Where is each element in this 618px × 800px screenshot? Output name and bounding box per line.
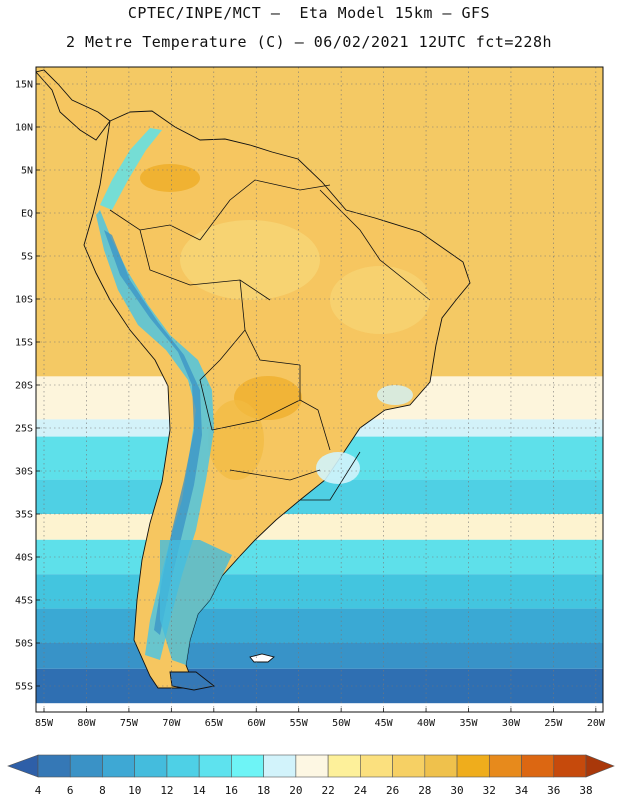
colorbar-label: 4 (35, 784, 42, 797)
lon-label: 30W (502, 718, 521, 729)
lon-label: 45W (375, 718, 394, 729)
lon-label: 50W (332, 718, 351, 729)
minas-cool (377, 385, 413, 405)
lon-label: 60W (247, 718, 266, 729)
colorbar-cell-4 (166, 754, 200, 778)
colorbar-cell-10 (360, 754, 393, 778)
lon-label: 20W (587, 718, 606, 729)
colorbar-cell-15 (521, 754, 555, 778)
map-frame (35, 66, 604, 713)
ocean-band-7 (36, 574, 603, 609)
lat-label: 10S (15, 295, 33, 306)
colorbar-label: 8 (99, 784, 106, 797)
colorbar-label: 14 (193, 784, 207, 797)
colorbar-label: 36 (547, 784, 560, 797)
colorbar-right-arrow (585, 754, 615, 778)
lat-label: 5S (21, 252, 33, 263)
lat-label: 45S (15, 596, 33, 607)
lat-label: 15S (15, 338, 33, 349)
ocean-band-4 (36, 479, 603, 514)
lat-label: 55S (15, 682, 33, 693)
lat-label: 50S (15, 639, 33, 650)
colorbar-label: 26 (386, 784, 399, 797)
warm-patch-venezuela (140, 164, 200, 192)
map-title-line1: CPTEC/INPE/MCT – Eta Model 15km – GFS (127, 4, 491, 22)
lon-label: 40W (417, 718, 436, 729)
colorbar-label: 16 (225, 784, 238, 797)
colorbar-cell-8 (295, 754, 329, 778)
ocean-band-8 (36, 608, 603, 643)
colorbar-label: 30 (450, 784, 463, 797)
colorbar-cell-2 (102, 754, 136, 778)
colorbar-cell-6 (231, 754, 264, 778)
colorbar-label: 32 (483, 784, 496, 797)
lon-label: 35W (459, 718, 478, 729)
colorbar-label: 22 (321, 784, 334, 797)
colorbar-label: 12 (160, 784, 173, 797)
lat-label: 20S (15, 381, 33, 392)
lat-label: 25S (15, 424, 33, 435)
colorbar-label: 6 (67, 784, 74, 797)
warm-patch-northeast (330, 266, 430, 334)
northern-andes-cold (100, 128, 162, 210)
colorbar-label: 24 (354, 784, 368, 797)
colorbar-label: 20 (289, 784, 302, 797)
colorbar-label: 10 (128, 784, 141, 797)
colorbar-label: 18 (257, 784, 270, 797)
lat-lon-grid (36, 67, 603, 712)
central-america-land (36, 69, 111, 141)
lat-label: 30S (15, 467, 33, 478)
lon-label: 85W (35, 718, 54, 729)
latitude-labels: 15N 10N 5N EQ 5S 10S 15S 20S 25S 30S 35S 40S 45S 50S 5… (15, 80, 40, 693)
colorbar-cell-9 (327, 754, 361, 778)
colorbar-label: 34 (515, 784, 529, 797)
lat-label: 5N (21, 166, 33, 177)
lon-label: 75W (120, 718, 139, 729)
warm-patch-amazon (180, 220, 320, 300)
lat-label: 40S (15, 553, 33, 564)
colorbar-cell-14 (488, 754, 522, 778)
ocean-band-5 (36, 514, 603, 540)
colorbar-cell-5 (198, 754, 232, 778)
lon-label: 70W (162, 718, 181, 729)
lon-label: 65W (205, 718, 224, 729)
temperature-colorbar: 4 6 8 10 12 14 16 18 20 22 24 26 28 30 32 34 36 38 (7, 754, 615, 797)
lat-label: EQ (21, 209, 33, 220)
longitude-labels: 85W 80W 75W 70W 65W 60W 55W 50W 45W 40W 35W 30W 25W 2… (35, 708, 606, 729)
lon-label: 55W (290, 718, 309, 729)
lat-label: 35S (15, 510, 33, 521)
colorbar-cell-13 (456, 754, 490, 778)
andes-cold-core (104, 230, 202, 635)
colorbar-cell-11 (392, 754, 426, 778)
colorbar-cell-16 (553, 754, 587, 778)
falkland-islands (249, 653, 275, 663)
tierra-del-fuego (169, 671, 216, 691)
warm-patch-chaco (208, 400, 264, 480)
colorbar-cell-7 (263, 754, 297, 778)
map-title-line2: 2 Metre Temperature (C) – 06/02/2021 12U… (65, 33, 553, 51)
colorbar-label: 28 (418, 784, 431, 797)
colorbar-cell-0 (37, 754, 71, 778)
brazil-highland-cool (316, 452, 360, 484)
colorbar-cell-12 (424, 754, 458, 778)
colorbar-label: 38 (579, 784, 592, 797)
ocean-band-9 (36, 643, 603, 669)
colorbar-left-arrow (7, 754, 39, 778)
lat-label: 10N (15, 123, 33, 134)
lon-label: 80W (77, 718, 96, 729)
country-borders (109, 179, 431, 501)
lon-label: 25W (544, 718, 563, 729)
lat-label: 15N (15, 80, 33, 91)
colorbar-cell-3 (134, 754, 168, 778)
colorbar-cell-1 (69, 754, 103, 778)
